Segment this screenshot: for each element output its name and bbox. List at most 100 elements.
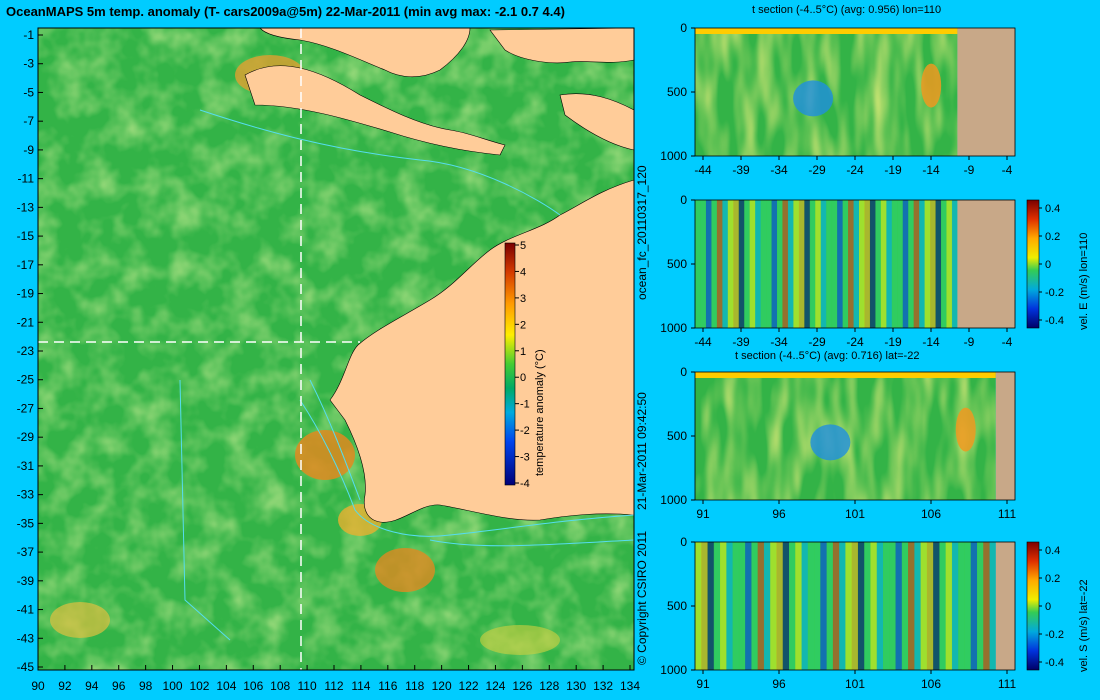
lon-tick-label: 90 [31,679,45,693]
section-land [957,28,1015,156]
depth-tick-label: 0 [680,193,687,207]
lat-tick-label: -17 [17,258,35,272]
velocity-band [845,542,853,670]
section-x-tick-label: 111 [998,507,1017,521]
depth-tick-label: 1000 [660,321,687,335]
velocity-band [804,200,811,328]
lon-tick-label: 118 [405,679,424,693]
lat-tick-label: -19 [17,287,35,301]
velocity-band [895,542,903,670]
section-x-tick-label: -34 [770,335,788,349]
velocity-band [701,542,709,670]
section-x-tick-label: -14 [922,163,940,177]
velocity-band [989,542,997,670]
surface-layer [695,372,996,378]
lon-tick-label: 126 [512,679,532,693]
section-x-tick-label: -39 [732,335,750,349]
velocity-band [727,200,734,328]
section-x-tick-label: -34 [770,163,788,177]
colorbar-tick-label: -4 [520,478,530,490]
lat-tick-label: -33 [17,488,35,502]
velocity-band [945,542,953,670]
velocity-band [826,200,833,328]
lat-tick-label: -7 [23,114,34,128]
velocity-band [820,542,828,670]
bathymetry-contour [299,399,635,537]
velocity-band [964,542,972,670]
velocity-band [851,542,859,670]
lat-tick-label: -45 [17,660,35,674]
section-x-tick-label: 106 [921,507,941,521]
lon-tick-label: 130 [566,679,586,693]
section-land [957,200,1015,328]
velocity-band [946,200,953,328]
velocity-band [744,200,751,328]
colorbar-tick-label: 1 [520,346,526,358]
section3-title: t section (-4..5°C) (avg: 0.716) lat=-22 [735,350,920,362]
velocity-band [889,542,897,670]
warm-anomaly-patch [480,625,560,655]
velocity-band [908,200,915,328]
section-x-tick-label: 91 [696,507,710,521]
section-x-tick-label: -24 [846,163,864,177]
velocity-band [914,542,922,670]
colorbar-tick-label: 5 [520,240,526,252]
velocity-band [859,200,865,328]
velocity-band [738,542,746,670]
velocity-band [880,200,887,328]
velocity-band [798,200,805,328]
velocity-band [842,200,849,328]
velocity-colorbar-tick-label: -0.4 [1045,657,1064,669]
velocity-colorbar-tick-label: -0.4 [1045,315,1064,327]
warm-anomaly-patch [50,602,110,638]
lon-tick-label: 96 [112,679,126,693]
section-land [995,372,1015,500]
lon-tick-label: 106 [243,679,263,693]
bathymetry-contour [179,379,231,641]
velocity-band [958,542,965,670]
lat-tick-label: -43 [17,631,35,645]
section-x-tick-label: 96 [772,507,786,521]
vel-e-colorbar-label: vel. E (m/s) lon=110 [1078,232,1090,330]
velocity-wash [695,542,996,670]
velocity-band [795,542,803,670]
temperature-colorbar [504,242,516,486]
velocity-colorbar-tick-label: 0.2 [1045,231,1060,243]
velocity-band [766,200,773,328]
vertical-sections: 0 500 1000 -44 -39 -34 -29 -24 -19 -14 -9 -4 0 500 100… [660,21,1064,691]
section-panel-3: 0 500 1000 91 96 101 106 111 [660,365,1016,521]
velocity-band [886,200,893,328]
sumatra-java-land [244,65,506,156]
velocity-band [770,542,777,670]
velocity-band [726,542,734,670]
velocity-band [869,200,876,328]
depth-tick-label: 500 [667,599,687,613]
velocity-band [977,542,984,670]
velocity-band [908,542,915,670]
lat-tick-label: -37 [17,545,35,559]
lon-tick-label: 112 [324,679,343,693]
velocity-band [832,542,840,670]
surface-layer [695,28,958,34]
map-title: OceanMAPS 5m temp. anomaly (T- cars2009a… [6,4,565,19]
velocity-band [695,542,702,670]
section-x-tick-label: -9 [964,335,975,349]
velocity-band [789,542,796,670]
velocity-band [857,542,865,670]
colorbar-tick-label: -2 [520,425,530,437]
section-x-tick-label: -44 [694,335,712,349]
velocity-band [787,200,794,328]
lon-tick-label: 104 [216,679,236,693]
section-x-tick-label: -19 [884,163,902,177]
lon-tick-label: 124 [485,679,505,693]
velocity-colorbar [1026,541,1040,671]
section-x-tick-label: -9 [964,163,975,177]
colorbar-tick-label: 0 [520,372,526,384]
cold-anomaly-patch [810,424,851,461]
velocity-band [920,542,928,670]
velocity-colorbar-tick-label: -0.2 [1045,287,1064,299]
velocity-band [776,542,784,670]
velocity-band [875,200,882,328]
velocity-band [809,200,816,328]
velocity-band [713,542,721,670]
